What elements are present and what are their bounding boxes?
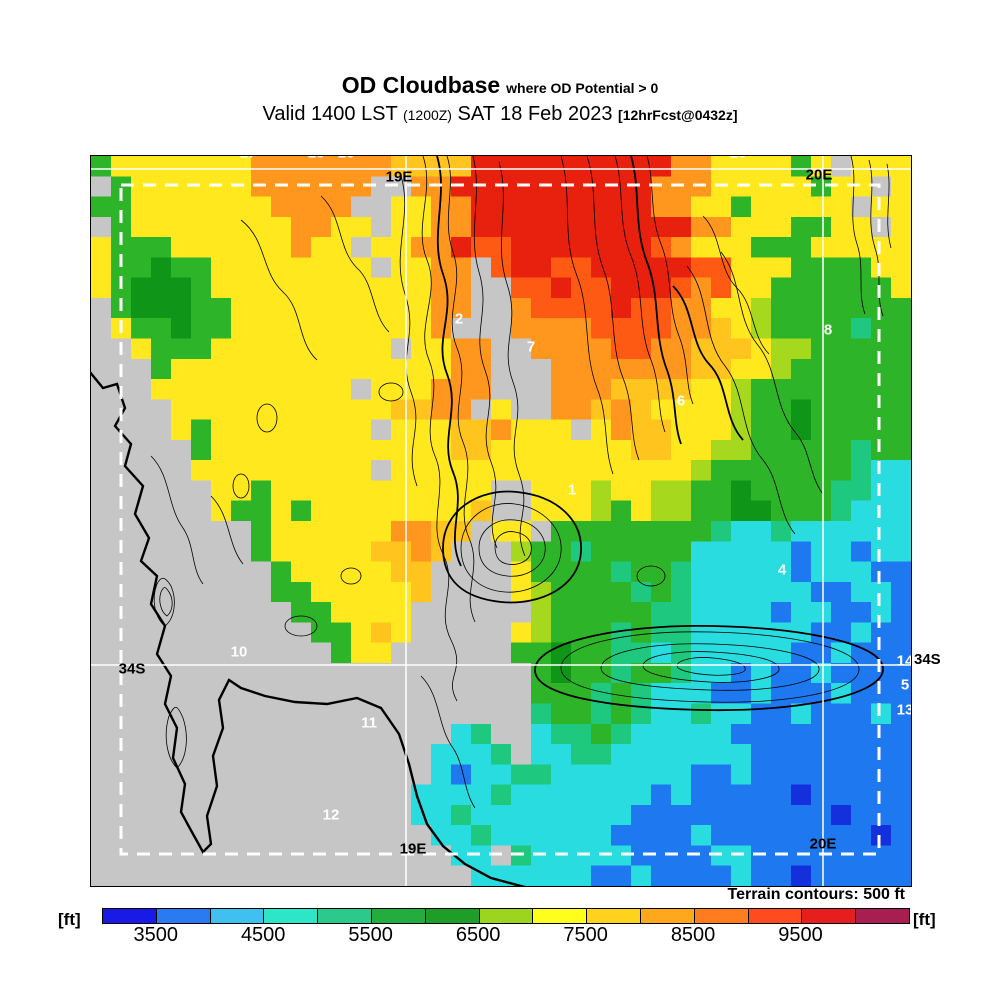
grid-value-label: 4 xyxy=(777,561,787,579)
forecast-map: 171516182786141011121451319E20E34S19E20E xyxy=(90,155,912,887)
graticule-label: 20E xyxy=(809,835,837,853)
grid-value-label: 13 xyxy=(896,701,912,719)
colorbar-segment xyxy=(103,909,156,923)
colorbar-segment xyxy=(209,909,264,923)
colorbar-tick: 5500 xyxy=(348,924,393,946)
grid-value-label: 11 xyxy=(361,714,377,732)
colorbar-tick: 8500 xyxy=(670,924,716,946)
lat-label-right: 34S xyxy=(914,651,941,668)
colorbar-segment xyxy=(639,909,694,923)
grid-value-label: 10 xyxy=(230,643,248,661)
inner-domain-boundary xyxy=(119,183,881,856)
subtitle-line: Valid 1400 LST (1200Z) SAT 18 Feb 2023 [… xyxy=(0,101,1000,128)
title-qualifier: where OD Potential > 0 xyxy=(506,80,659,96)
colorbar-tick-labels: 3500 4500 5500 6500 7500 8500 9500 xyxy=(102,924,908,948)
grid-value-label: 18 xyxy=(730,156,747,162)
colorbar-tick: 7500 xyxy=(563,924,608,946)
colorbar-segment xyxy=(693,909,748,923)
colorbar-tick: 6500 xyxy=(455,924,501,946)
grid-value-label: 16 xyxy=(338,156,355,162)
grid-value-label: 8 xyxy=(823,321,833,339)
title-line: OD Cloudbase where OD Potential > 0 xyxy=(0,72,1000,101)
colorbar-unit-right: [ft] xyxy=(913,910,936,929)
colorbar-tick: 4500 xyxy=(240,924,286,946)
figure-titles: OD Cloudbase where OD Potential > 0 Valid… xyxy=(0,72,1000,128)
terrain-contour-lines xyxy=(150,156,892,809)
colorbar-segment xyxy=(532,909,587,923)
graticule-label: 34S xyxy=(118,660,146,678)
colorbar-segment xyxy=(370,909,425,923)
terrain-contour-note: Terrain contours: 500 ft xyxy=(727,886,905,903)
coastline xyxy=(91,371,526,886)
grid-value-label: 17 xyxy=(240,156,257,162)
colorbar-segment xyxy=(317,909,371,923)
grid-value-label: 15 xyxy=(308,156,325,162)
colorbar-segment xyxy=(747,909,802,923)
colorbar xyxy=(102,908,910,924)
grid-value-label: 1 xyxy=(567,481,577,499)
valid-date: SAT 18 Feb 2023 xyxy=(457,103,613,125)
colorbar-segment xyxy=(586,909,640,923)
graticule-lines xyxy=(91,156,911,886)
index-contour-lines xyxy=(436,156,884,712)
valid-time: Valid 1400 LST xyxy=(262,103,398,125)
grid-value-label: 7 xyxy=(526,338,536,356)
colorbar-segment xyxy=(424,909,479,923)
forecast-run-info: [12hrFcst@0432z] xyxy=(618,107,738,123)
grid-value-label: 12 xyxy=(322,806,340,824)
graticule-label: 19E xyxy=(399,840,427,858)
colorbar-unit-left: [ft] xyxy=(58,910,81,929)
zulu-time: (1200Z) xyxy=(402,107,452,123)
colorbar-segment xyxy=(478,909,533,923)
grid-value-label: 5 xyxy=(900,676,910,694)
page-title: OD Cloudbase xyxy=(341,72,501,98)
colorbar-segment xyxy=(263,909,318,923)
grid-value-label: 6 xyxy=(676,392,686,410)
graticule-label: 20E xyxy=(805,166,833,184)
colorbar-tick: 3500 xyxy=(133,924,178,946)
grid-value-label: 14 xyxy=(896,652,912,670)
colorbar-segment xyxy=(155,909,210,923)
colorbar-segment xyxy=(801,909,856,923)
colorbar-segment xyxy=(855,909,909,923)
grid-value-label: 2 xyxy=(454,310,464,328)
graticule-label: 19E xyxy=(385,168,413,186)
colorbar-tick: 9500 xyxy=(778,924,823,946)
terrain-contours-layer xyxy=(91,156,911,886)
